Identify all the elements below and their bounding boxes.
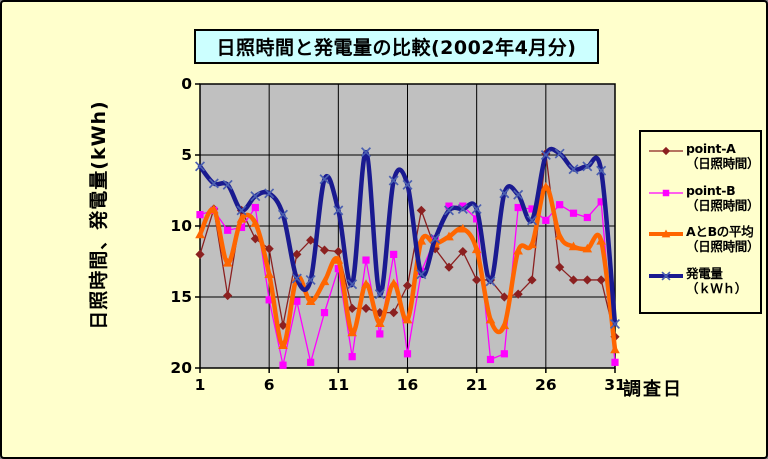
chart-title: 日照時間と発電量の比較(2002年4月分) (216, 37, 577, 59)
y-tick-label-0: 0 (181, 75, 192, 93)
y-tick-label-15: 15 (170, 288, 192, 306)
average-triangle-marker-icon (649, 229, 683, 238)
x-tick-label-6: 6 (263, 376, 275, 394)
x-tick-label-21: 21 (465, 376, 488, 394)
x-tick-label-16: 16 (396, 376, 419, 394)
legend-item-point-a: point-A （日照時間） (648, 141, 760, 172)
point-a-diamond-marker-icon (649, 146, 683, 156)
legend-item-point-b: point-B （日照時間） (648, 182, 760, 214)
y-tick-label-10: 10 (170, 217, 192, 235)
legend-sublabel-generation: （ｋＷｈ） (686, 280, 748, 296)
x-tick-label-11: 11 (327, 376, 350, 394)
legend-label-average: AとBの平均 (686, 224, 754, 239)
legend-label-point-b: point-B (686, 182, 736, 198)
legend-item-generation: 発電量 （ｋＷｈ） (648, 266, 757, 297)
x-tick-label-26: 26 (535, 376, 557, 394)
x-axis-title: 調査日 (623, 379, 683, 400)
legend-sublabel-point-b: （日照時間） (686, 197, 760, 213)
generation-x-marker-icon (649, 270, 683, 281)
legend-label-point-a: point-A (686, 141, 736, 156)
y-axis-title: 日照時間、発電量(kWh) (88, 100, 110, 330)
point-b-square-marker-icon (649, 189, 683, 196)
legend-label-generation: 発電量 (686, 265, 723, 281)
legend-sublabel-average: （日照時間） (686, 239, 760, 255)
x-tick-label-1: 1 (194, 376, 206, 394)
legend-sublabel-point-a: （日照時間） (686, 156, 760, 172)
y-tick-label-5: 5 (181, 146, 192, 164)
x-tick-label-31: 31 (604, 376, 626, 394)
legend: point-A （日照時間） point-B （日照時間） AとBの平均 （日照… (639, 130, 762, 314)
legend-item-average: AとBの平均 （日照時間） (648, 224, 760, 255)
chart-title-box: 日照時間と発電量の比較(2002年4月分) (194, 29, 599, 64)
y-tick-label-20: 20 (170, 359, 192, 377)
